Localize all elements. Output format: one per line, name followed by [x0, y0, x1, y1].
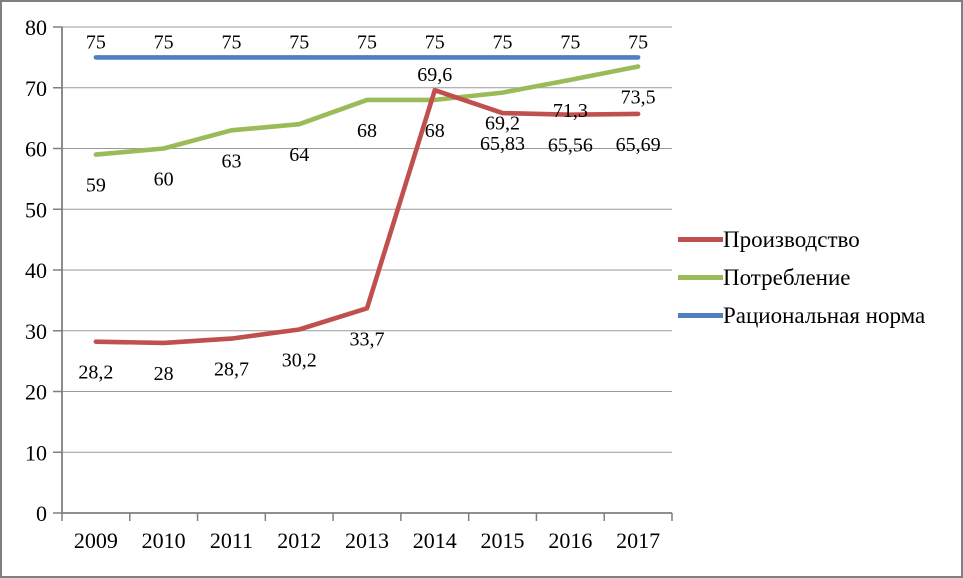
consumption-line	[93, 64, 641, 157]
rational-norm-data-label: 75	[221, 31, 241, 53]
consumption-data-label: 68	[425, 120, 445, 142]
legend-item-consumption: Потребление	[678, 264, 925, 291]
x-tick-label: 2010	[142, 528, 186, 553]
x-tick-label: 2009	[74, 528, 118, 553]
consumption-data-label: 73,5	[621, 86, 656, 108]
x-tick-label: 2013	[345, 528, 389, 553]
x-tick-label: 2014	[413, 528, 457, 553]
production-data-label: 28	[154, 363, 174, 385]
rational-norm-data-label: 75	[493, 31, 513, 53]
consumption-data-label: 64	[289, 144, 309, 166]
consumption-data-label: 71,3	[553, 100, 588, 122]
y-tick-label: 60	[25, 137, 47, 162]
rational-norm-data-label: 75	[425, 31, 445, 53]
x-tick-label: 2017	[616, 528, 660, 553]
production-data-label: 65,56	[548, 135, 593, 157]
consumption-line-swatch	[678, 275, 723, 280]
rational-norm-data-label: 75	[628, 31, 648, 53]
consumption-data-label: 59	[86, 175, 106, 197]
production-line	[93, 87, 641, 346]
legend-item-rational-norm: Рациональная норма	[678, 302, 925, 329]
y-tick-label: 70	[25, 76, 47, 101]
production-line-swatch	[678, 237, 723, 242]
production-data-label: 65,69	[616, 134, 661, 156]
rational-norm-data-label: 75	[357, 31, 377, 53]
production-data-label: 69,6	[417, 64, 452, 86]
y-tick-label: 50	[25, 197, 47, 222]
consumption-data-label: 69,2	[485, 113, 520, 135]
legend: Производство Потребление Рациональная но…	[678, 226, 925, 329]
y-tick-label: 30	[25, 319, 47, 344]
y-tick-label: 40	[25, 258, 47, 283]
consumption-data-label: 63	[221, 150, 241, 172]
production-data-label: 28,2	[78, 362, 113, 384]
legend-label-production: Производство	[723, 227, 860, 252]
x-tick-label: 2015	[481, 528, 525, 553]
legend-label-rational-norm: Рациональная норма	[723, 303, 926, 328]
y-tick-label: 0	[36, 501, 47, 526]
rational-norm-line-swatch	[678, 313, 723, 318]
rational-norm-data-label: 75	[154, 31, 174, 53]
rational-norm-data-label: 75	[560, 31, 580, 53]
production-data-label: 65,83	[480, 133, 525, 155]
production-data-label: 33,7	[350, 328, 385, 350]
x-tick-label: 2016	[548, 528, 592, 553]
consumption-data-label: 68	[357, 120, 377, 142]
production-data-label: 30,2	[282, 350, 317, 372]
legend-item-production: Производство	[678, 226, 925, 253]
y-tick-label: 10	[25, 440, 47, 465]
x-tick-label: 2012	[277, 528, 321, 553]
production-data-label: 28,7	[214, 359, 249, 381]
consumption-data-label: 60	[154, 169, 174, 191]
y-tick-label: 80	[25, 15, 47, 40]
legend-label-consumption: Потребление	[723, 265, 851, 290]
y-tick-label: 20	[25, 380, 47, 405]
rational-norm-data-label: 75	[289, 31, 309, 53]
rational-norm-data-label: 75	[86, 31, 106, 53]
x-tick-label: 2011	[210, 528, 253, 553]
